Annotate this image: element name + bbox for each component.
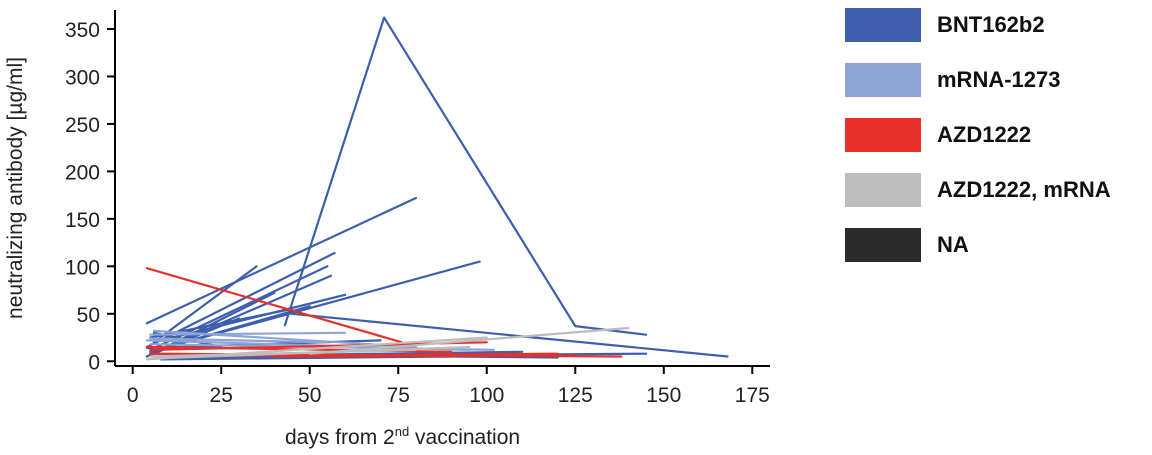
- legend-label-na: NA: [937, 232, 969, 257]
- series-line-2: [145, 196, 417, 325]
- x-axis-label-sup: nd: [394, 424, 410, 439]
- x-tick-label: 150: [646, 384, 681, 407]
- legend-item-azd1222[interactable]: AZD1222: [845, 118, 1145, 152]
- series-line-24: [149, 337, 329, 344]
- chart: 0 25 50 75 100 125 150 175 0 50 100 150 200 250 300 350…: [4, 10, 770, 407]
- x-axis-label-prefix: days from 2: [285, 426, 395, 449]
- x-tick-label: 175: [735, 384, 770, 407]
- y-tick-label: 300: [65, 66, 100, 89]
- y-tick-label: 350: [65, 19, 100, 42]
- series-line-13: [290, 312, 729, 358]
- legend-swatch-na: [845, 228, 921, 262]
- series-line-1: [283, 16, 648, 336]
- y-tick-label: 250: [65, 114, 100, 137]
- series-line-25: [145, 267, 403, 344]
- legend-label-mrna-1273: mRNA-1273: [937, 67, 1061, 92]
- series-line-34: [152, 345, 471, 360]
- y-axis-label: neutralizing antibody [µg/ml]: [4, 57, 27, 319]
- series-line-6: [152, 265, 258, 344]
- y-tick-label: 0: [88, 351, 100, 374]
- legend-label-bnt162b2: BNT162b2: [937, 12, 1045, 37]
- x-tick-label: 100: [469, 384, 504, 407]
- legend-swatch-azd1222-mrna: [845, 173, 921, 207]
- x-tick-label: 75: [387, 384, 410, 407]
- y-tick-label: 150: [65, 209, 100, 232]
- x-tick-label: 25: [210, 384, 233, 407]
- legend-swatch-bnt162b2: [845, 8, 921, 42]
- y-tick-label: 100: [65, 256, 100, 279]
- series-line-20: [149, 331, 347, 336]
- x-tick-label: 0: [127, 384, 139, 407]
- legend-item-bnt162b2[interactable]: BNT162b2: [845, 8, 1145, 42]
- x-tick-label: 125: [558, 384, 593, 407]
- legend-label-azd1222: AZD1222: [937, 122, 1032, 147]
- y-tick-label: 200: [65, 161, 100, 184]
- legend-swatch-mrna-1273: [845, 63, 921, 97]
- series-layer: [145, 16, 729, 361]
- x-axis-label: days from 2nd vaccination: [285, 424, 520, 450]
- tick-layer: 0 25 50 75 100 125 150 175 0 50 100 150 200 250 300 350: [65, 19, 770, 407]
- x-tick-label: 50: [298, 384, 321, 407]
- legend-item-azd1222-mrna[interactable]: AZD1222, mRNA: [845, 173, 1145, 207]
- legend-item-mrna-1273[interactable]: mRNA-1273: [845, 63, 1145, 97]
- series-line-29: [273, 354, 577, 358]
- legend-item-na[interactable]: NA: [845, 228, 1145, 262]
- legend-swatch-azd1222: [845, 118, 921, 152]
- y-tick-label: 50: [77, 304, 100, 327]
- legend-label-azd1222-mrna: AZD1222, mRNA: [937, 177, 1111, 202]
- series-line-31: [308, 326, 630, 355]
- x-axis-label-suffix: vaccination: [409, 426, 521, 449]
